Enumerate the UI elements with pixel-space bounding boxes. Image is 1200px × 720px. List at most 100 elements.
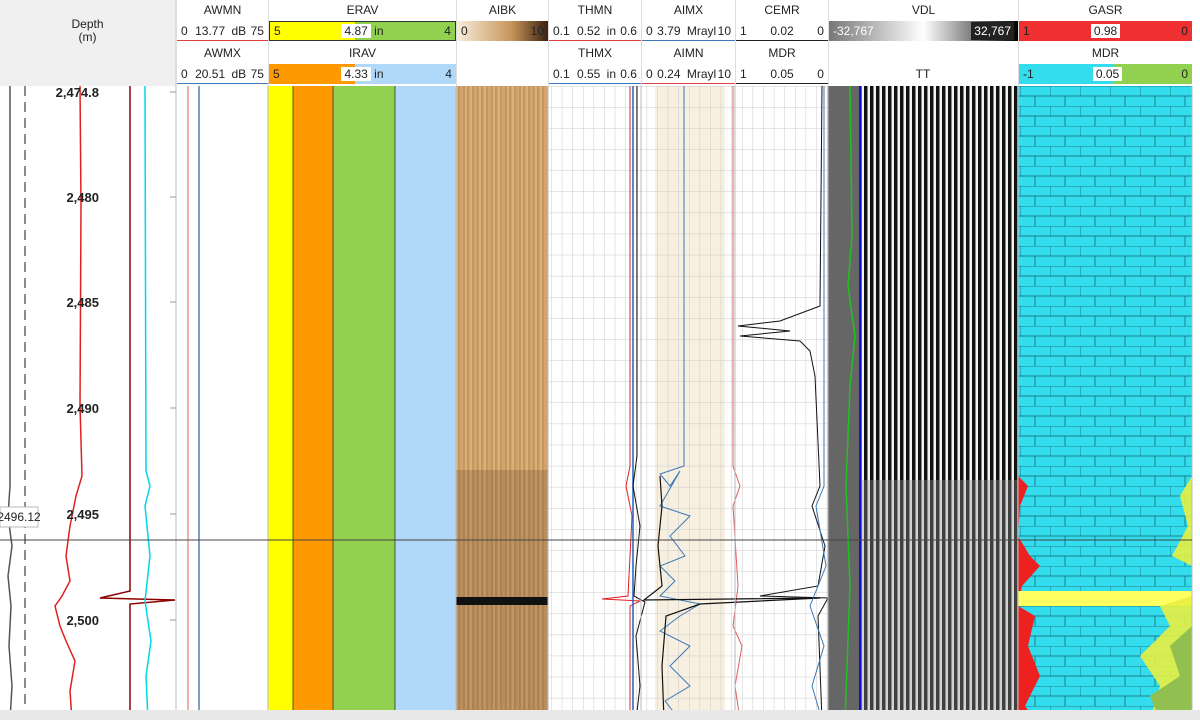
scale-left: -32,767 bbox=[833, 24, 874, 38]
fill-yellow bbox=[268, 86, 293, 720]
curve-scale: 0 10 bbox=[457, 21, 548, 41]
curve-gray bbox=[7, 86, 13, 720]
track-header-border bbox=[456, 0, 457, 86]
curve-name: AWMN bbox=[203, 3, 242, 17]
depth-label: 2,495 bbox=[66, 507, 99, 522]
curve-darkred bbox=[99, 86, 176, 720]
scale-unit: in bbox=[606, 23, 617, 38]
scale-left: 0 bbox=[646, 23, 653, 38]
scale-right: 4 bbox=[445, 67, 452, 81]
depth-label: 2,480 bbox=[66, 190, 99, 205]
curve-name: AWMX bbox=[204, 46, 241, 60]
scale-left: 0 bbox=[181, 66, 188, 81]
curve-scale: 1 0.98 0 bbox=[1019, 21, 1192, 41]
scale-left: -1 bbox=[1023, 67, 1034, 81]
curve-name: IRAV bbox=[348, 46, 377, 60]
scale-left: 5 bbox=[274, 24, 281, 38]
scrollbar[interactable] bbox=[0, 710, 1200, 720]
curve-scale: 1 0.05 0 bbox=[736, 64, 828, 84]
scale-right: 0 bbox=[1181, 24, 1188, 38]
curve-name: AIMX bbox=[673, 3, 704, 17]
fill-green bbox=[333, 86, 395, 720]
curve-scale: -32,767 32,767 bbox=[829, 21, 1018, 41]
curve-scale: 0 20.51 dB 75 bbox=[177, 64, 268, 84]
scale-value: 0.55 bbox=[573, 66, 604, 81]
curve-green bbox=[844, 86, 856, 720]
curve-name: THMX bbox=[578, 46, 612, 60]
scale-left: 1 bbox=[740, 23, 747, 38]
scale-value: 3.79 bbox=[654, 23, 684, 38]
scale-value-group: 0.24 Mrayl bbox=[654, 65, 716, 83]
depth-track bbox=[7, 86, 176, 720]
curve-red bbox=[54, 86, 83, 720]
depth-labels: 2,474.8 2,480 2,485 2,490 2,495 2,500 2496.12 bbox=[0, 86, 176, 628]
curve-boundaries bbox=[292, 86, 396, 720]
grid bbox=[548, 86, 828, 720]
header: Depth (m) AWMN 0 13.77 dB 75 AWMX 0 20.51 dB 75… bbox=[0, 0, 1200, 86]
scale-right: 0 bbox=[817, 23, 824, 38]
scale-right: 10 bbox=[717, 66, 731, 81]
vdl-noise bbox=[862, 480, 1018, 720]
scale-right: 75 bbox=[250, 66, 264, 81]
depth-header: Depth (m) bbox=[0, 0, 176, 86]
depth-title: Depth bbox=[71, 17, 104, 31]
track-header-border bbox=[268, 0, 269, 86]
fill-lightblue bbox=[395, 86, 456, 720]
curve-scale: 1 0.02 0 bbox=[736, 21, 828, 41]
curve-name: TT bbox=[915, 67, 931, 81]
scale-right: 10 bbox=[530, 24, 544, 38]
scale-left: 1 bbox=[740, 66, 747, 81]
scale-unit: Mrayl bbox=[686, 66, 717, 81]
scale-unit: Mrayl bbox=[686, 23, 717, 38]
scale-value: 0.05 bbox=[767, 66, 797, 81]
curve-black-a bbox=[632, 86, 646, 720]
curve-cyan bbox=[144, 86, 152, 720]
track-header-border bbox=[641, 0, 642, 86]
curve-name: MDR bbox=[1091, 46, 1120, 60]
curve-cemr bbox=[737, 86, 829, 720]
scale-unit: in bbox=[606, 66, 617, 81]
track-header-border bbox=[828, 0, 829, 86]
image-aibk-lower bbox=[456, 470, 548, 720]
scale-value: 13.77 bbox=[192, 23, 229, 38]
scale-value-group: 20.51 dB bbox=[192, 65, 246, 83]
curve-scale: 5 4.33 in 4 bbox=[269, 64, 456, 84]
depth-label: 2,474.8 bbox=[56, 86, 99, 100]
scale-value-group: 0.05 bbox=[767, 65, 797, 83]
scale-right: 0.6 bbox=[620, 23, 637, 38]
scale-unit: in bbox=[374, 24, 384, 38]
scale-value-group: 0.98 bbox=[1090, 22, 1121, 40]
scale-right: 0 bbox=[1181, 67, 1188, 81]
curve-scale: 5 4.87 in 4 bbox=[269, 21, 456, 41]
track-header-border bbox=[735, 0, 736, 86]
scale-right: 0.6 bbox=[620, 66, 637, 81]
scale-unit: dB bbox=[231, 23, 247, 38]
curve-name: MDR bbox=[768, 46, 796, 60]
curve-name: CEMR bbox=[764, 3, 800, 17]
scale-value: 0.98 bbox=[1090, 24, 1121, 38]
track-header-border bbox=[176, 0, 177, 86]
fill-yellow-band bbox=[1018, 591, 1192, 606]
curve-name: THMN bbox=[577, 3, 613, 17]
scale-left: 0.1 bbox=[553, 66, 570, 81]
track-header-border bbox=[548, 0, 549, 86]
vdl-image bbox=[862, 86, 1018, 720]
fill-orange bbox=[293, 86, 333, 720]
scale-value: 0.02 bbox=[767, 23, 797, 38]
scale-value-group: 0.52 in bbox=[573, 22, 617, 40]
scale-right: 75 bbox=[250, 23, 264, 38]
scale-value-group: 0.55 in bbox=[573, 65, 617, 83]
lithology bbox=[1018, 86, 1192, 720]
scale-left: 0 bbox=[461, 24, 468, 38]
curve-scale: 0.1 0.52 in 0.6 bbox=[549, 21, 641, 41]
curve-scale: 0 13.77 dB 75 bbox=[177, 21, 268, 41]
scale-left: 0 bbox=[181, 23, 188, 38]
fill-mdr-green bbox=[1150, 626, 1192, 720]
scale-right: 32,767 bbox=[971, 22, 1014, 40]
scale-unit: in bbox=[374, 67, 384, 81]
curve-name: AIBK bbox=[488, 3, 517, 17]
scale-right: 4 bbox=[444, 24, 451, 38]
curve-name: ERAV bbox=[346, 3, 379, 17]
scale-value: 0.05 bbox=[1092, 67, 1123, 81]
